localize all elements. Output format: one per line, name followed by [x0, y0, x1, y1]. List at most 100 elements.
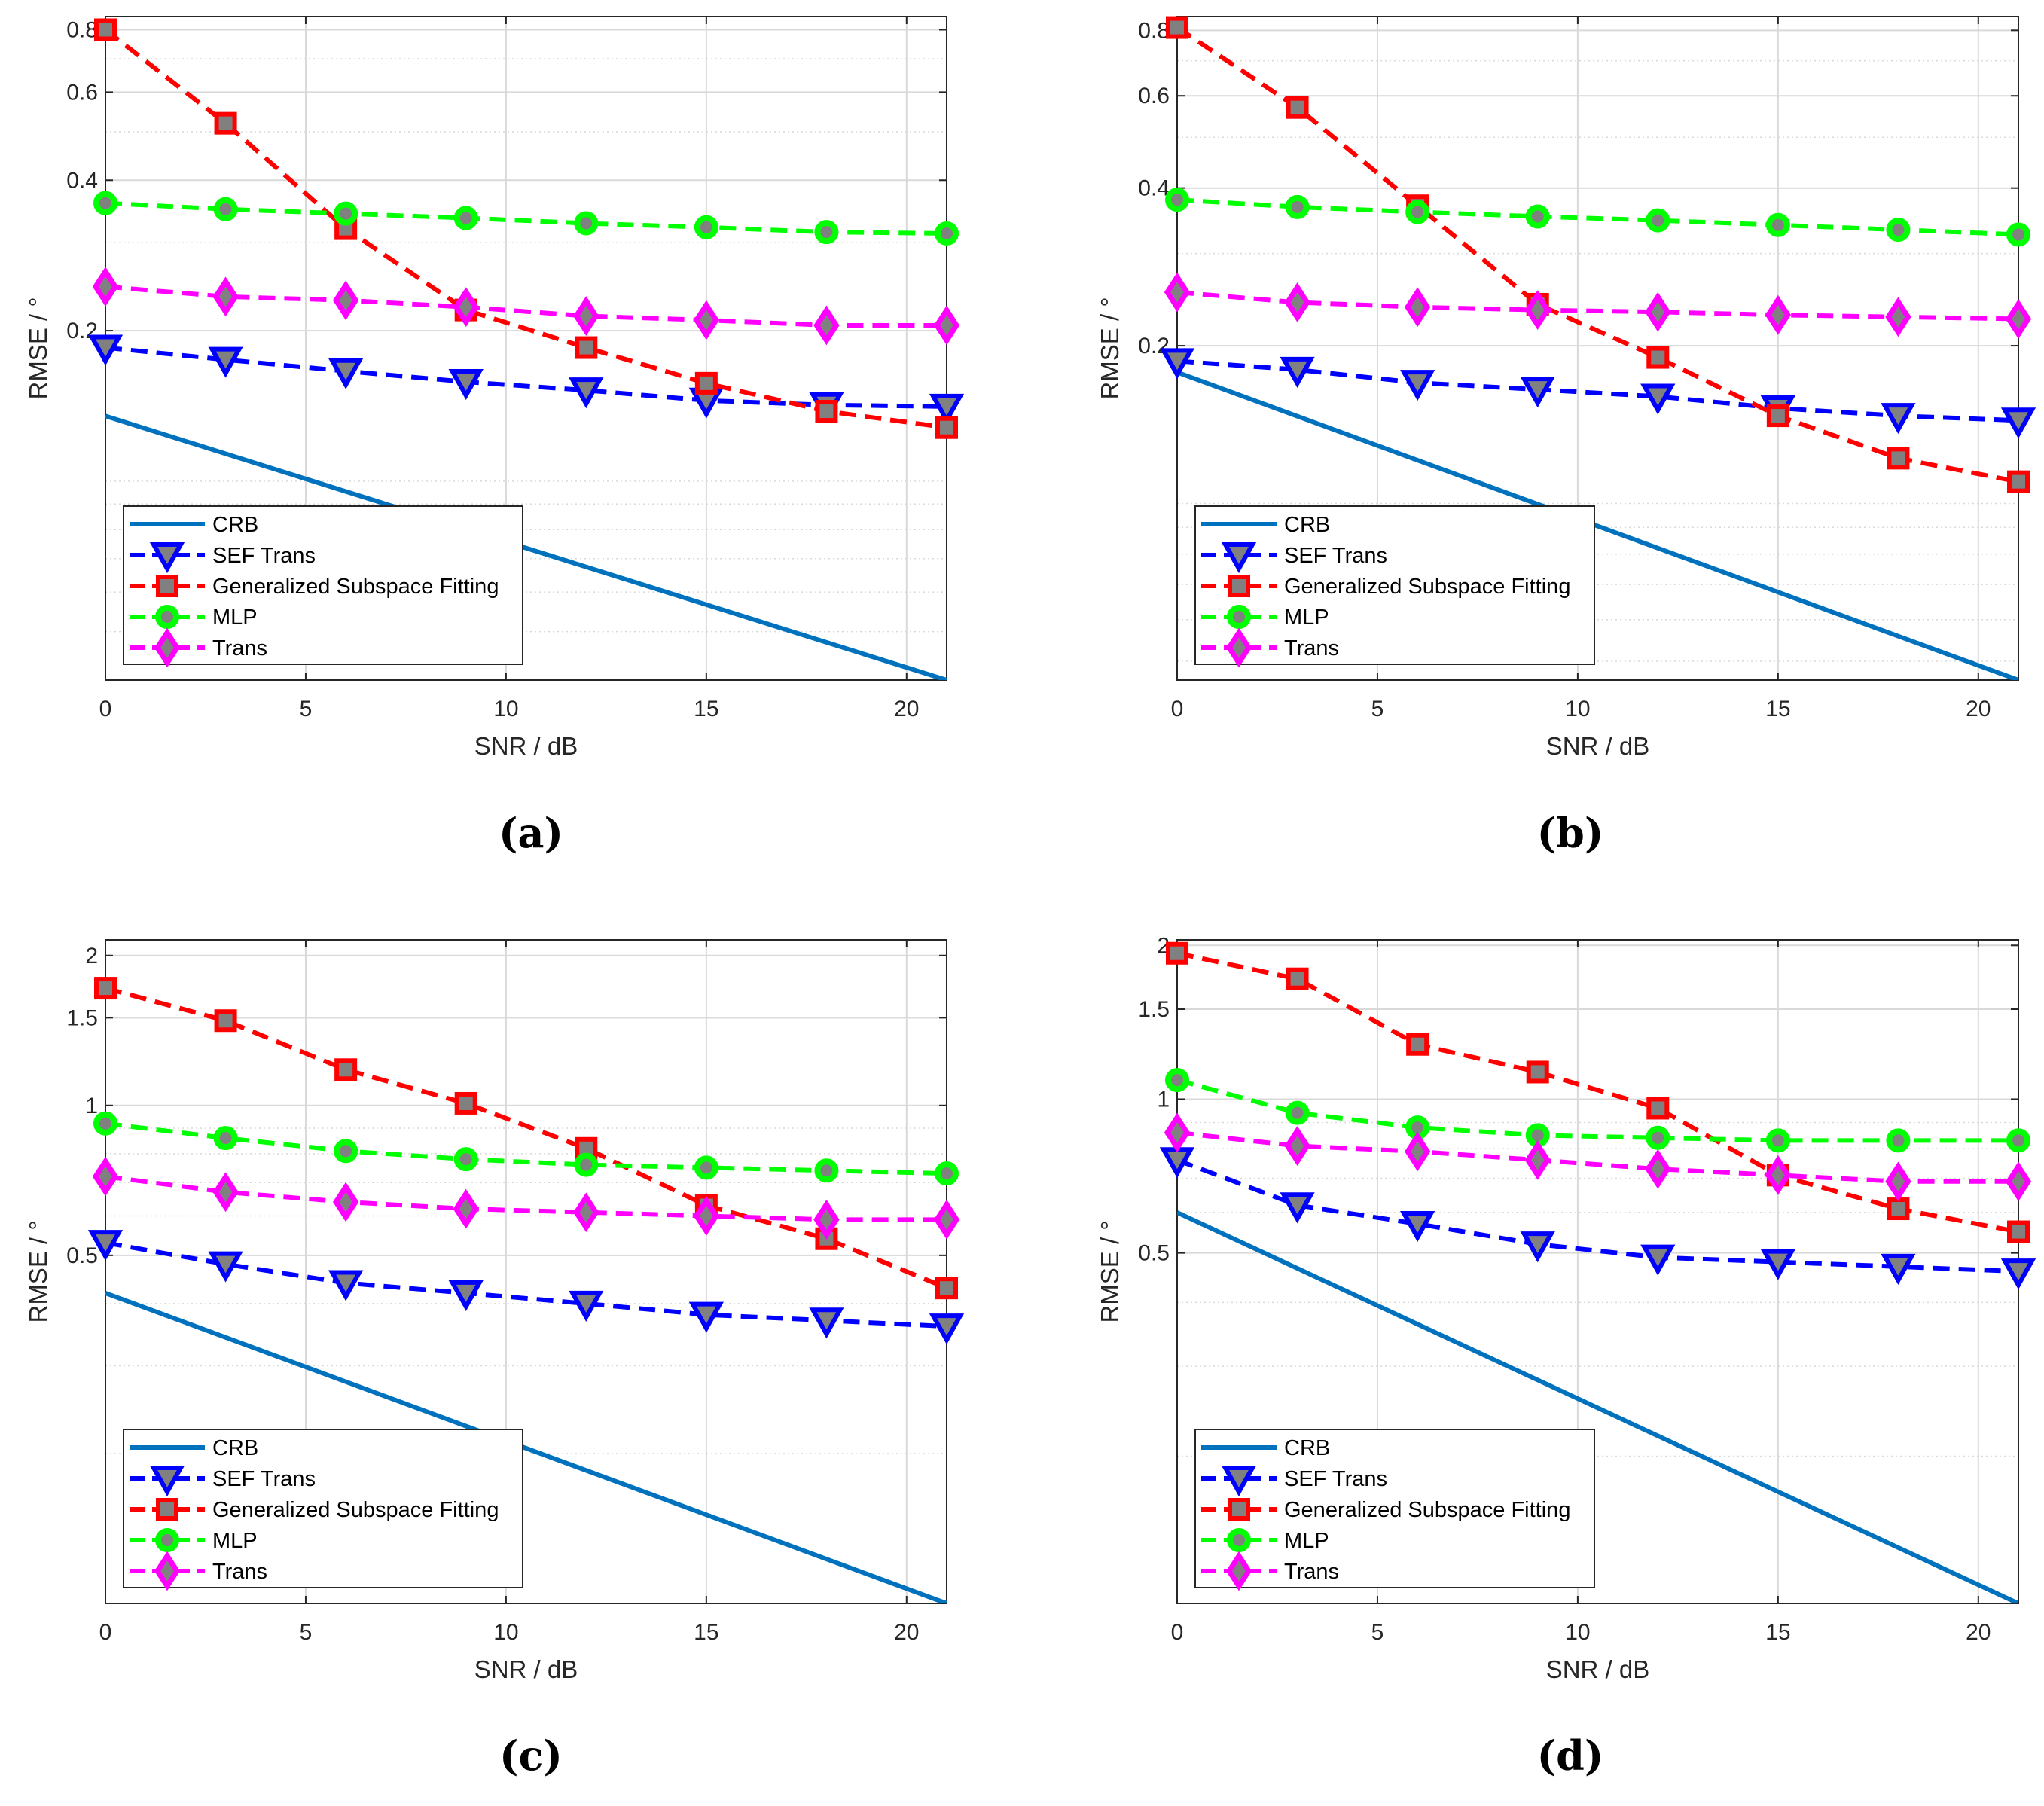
data-point	[213, 197, 238, 221]
y-axis-label: RMSE / °	[24, 297, 52, 399]
data-point	[2000, 1258, 2036, 1290]
x-axis-label: SNR / dB	[1546, 732, 1650, 760]
legend-marker	[1221, 542, 1257, 574]
square-marker	[935, 416, 958, 439]
legend-label: SEF Trans	[212, 1467, 316, 1491]
legend-entry-trans: Trans	[130, 1551, 267, 1591]
legend: CRB SEF Trans Generalized Subspace Fitting…	[123, 505, 523, 668]
legend-label: MLP	[212, 1529, 258, 1553]
y-tick-label: 1.5	[1138, 997, 1170, 1022]
circle-marker	[213, 1126, 238, 1151]
diamond-marker	[1524, 290, 1551, 331]
triangle-marker	[208, 1251, 243, 1283]
triangle-marker	[929, 393, 965, 425]
diamond-marker	[2005, 1161, 2032, 1202]
diamond-marker	[1284, 282, 1310, 322]
square-marker	[94, 18, 117, 41]
data-point	[933, 1199, 960, 1240]
data-point	[935, 221, 959, 246]
square-marker	[214, 1009, 237, 1033]
data-point	[1520, 377, 1555, 408]
x-tick-label: 0	[99, 697, 112, 721]
square-marker	[2007, 470, 2030, 493]
x-tick-label: 15	[1765, 697, 1790, 721]
data-point	[569, 1290, 604, 1322]
triangle-marker	[87, 1230, 124, 1261]
triangle-marker	[328, 1270, 364, 1301]
triangle-marker	[1640, 383, 1676, 415]
circle-marker	[1227, 605, 1251, 629]
data-point	[1165, 188, 1189, 212]
data-point	[2005, 1161, 2032, 1202]
y-tick-label: 0.8	[66, 17, 98, 42]
legend-marker	[149, 1466, 185, 1497]
data-point	[1404, 1131, 1431, 1172]
triangle-marker	[1520, 377, 1555, 408]
diamond-marker	[453, 1188, 479, 1229]
data-point	[208, 1251, 243, 1283]
data-point	[334, 1139, 358, 1164]
legend-marker	[155, 1528, 179, 1552]
triangle-marker	[448, 369, 484, 401]
data-point	[332, 1182, 359, 1222]
data-point	[1164, 272, 1191, 313]
diamond-marker	[212, 1172, 239, 1213]
x-tick-label: 20	[894, 697, 919, 721]
x-tick-label: 0	[1171, 697, 1184, 721]
triangle-marker	[208, 346, 243, 378]
diamond-marker	[573, 1192, 599, 1233]
data-point	[1166, 941, 1188, 965]
data-point	[1284, 1126, 1310, 1166]
series-crb	[1177, 370, 2018, 680]
circle-marker	[1285, 1100, 1310, 1125]
data-point	[1280, 356, 1315, 389]
diamond-marker	[1765, 1155, 1792, 1195]
x-tick-label: 15	[1765, 1620, 1790, 1645]
data-point	[1887, 447, 1910, 470]
series-line-sef-trans	[1177, 358, 2018, 423]
data-point	[814, 220, 839, 245]
legend-marker	[1228, 575, 1250, 597]
diamond-marker	[1885, 1161, 1911, 1202]
circle-marker	[574, 211, 599, 236]
data-point	[1645, 1149, 1671, 1189]
data-point	[1645, 291, 1671, 332]
data-point	[1404, 287, 1431, 328]
data-point	[87, 1230, 124, 1261]
legend-marker	[156, 575, 178, 597]
triangle-marker	[1881, 1253, 1916, 1285]
y-axis-label: RMSE / °	[1096, 1220, 1124, 1322]
square-marker	[1766, 404, 1789, 428]
y-axis-label: RMSE / °	[24, 1220, 52, 1322]
data-point	[448, 369, 484, 401]
circle-marker	[93, 191, 117, 215]
x-tick-label: 0	[99, 1620, 112, 1645]
data-point	[809, 1307, 844, 1339]
x-tick-label: 5	[1371, 697, 1384, 721]
data-point	[208, 346, 243, 378]
data-point	[929, 393, 965, 425]
legend-entry-generalized-subspace-fitting: Generalized Subspace Fitting	[1201, 1498, 1570, 1522]
diamond-marker	[693, 1196, 720, 1236]
series-line-sef-trans	[105, 1240, 947, 1329]
data-point	[1885, 1161, 1911, 1202]
data-point	[1286, 967, 1309, 990]
legend-label: Generalized Subspace Fitting	[212, 1498, 499, 1522]
circle-marker	[1765, 1128, 1790, 1153]
square-marker	[1228, 1498, 1250, 1521]
legend-marker	[154, 1551, 181, 1591]
legend-label: SEF Trans	[212, 544, 316, 568]
triangle-marker	[1760, 1249, 1795, 1280]
legend-label: CRB	[212, 1436, 258, 1460]
legend-entry-mlp: MLP	[130, 605, 258, 630]
diamond-marker	[1765, 294, 1792, 335]
data-point	[1286, 96, 1309, 119]
x-tick-label: 20	[894, 1620, 919, 1645]
x-tick-label: 5	[1371, 1620, 1384, 1645]
series-mlp	[1165, 188, 2030, 247]
legend-label: CRB	[212, 513, 258, 537]
series-trans	[92, 1156, 960, 1240]
data-point	[448, 1280, 484, 1312]
data-point	[1526, 1060, 1549, 1084]
series-line-crb	[105, 1291, 947, 1603]
